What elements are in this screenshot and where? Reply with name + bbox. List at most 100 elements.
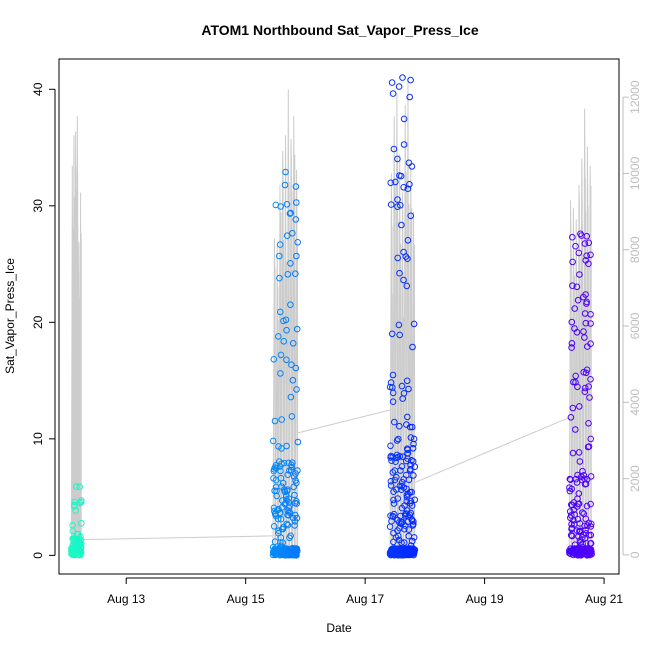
- data-point: [579, 476, 586, 484]
- data-point: [587, 251, 594, 259]
- data-point: [587, 473, 595, 480]
- x-axis: Aug 13 Aug 15 Aug 17 Aug 19 Aug 21: [107, 577, 623, 606]
- data-point: [405, 159, 413, 167]
- data-point: [567, 414, 575, 421]
- data-point: [69, 527, 77, 535]
- data-point: [409, 550, 416, 558]
- data-point: [392, 178, 399, 186]
- y-axis-label: Sat_Vapor_Press_Ice: [3, 258, 17, 374]
- data-point: [568, 501, 575, 509]
- data-point: [293, 500, 301, 507]
- data-point: [288, 413, 296, 420]
- data-point: [407, 76, 414, 84]
- data-point: [582, 257, 590, 264]
- data-point: [583, 232, 591, 240]
- data-point: [390, 496, 397, 504]
- data-point: [582, 530, 590, 537]
- data-point: [394, 196, 401, 203]
- data-point: [290, 551, 297, 559]
- data-point: [291, 491, 298, 499]
- data-point: [587, 500, 594, 508]
- data-point: [388, 330, 396, 338]
- data-point: [566, 547, 573, 555]
- data-point: [575, 449, 583, 456]
- data-point: [575, 249, 583, 257]
- data-point: [566, 484, 573, 492]
- data-point: [277, 370, 284, 377]
- data-point: [410, 440, 417, 448]
- data-point: [394, 155, 401, 163]
- data-point: [395, 532, 402, 540]
- data-point: [286, 551, 294, 559]
- data-point: [586, 550, 593, 558]
- data-point: [270, 504, 278, 512]
- data-point: [572, 545, 579, 553]
- data-point: [271, 551, 279, 559]
- altitude-connector: [414, 417, 570, 483]
- data-point: [575, 533, 582, 540]
- data-point: [293, 545, 300, 552]
- data-point: [585, 239, 593, 247]
- data-point: [581, 384, 589, 392]
- data-point: [574, 471, 581, 479]
- data-point: [396, 269, 403, 277]
- data-point: [279, 525, 287, 533]
- data-point: [75, 545, 82, 552]
- data-point: [405, 490, 412, 498]
- data-point: [403, 498, 411, 505]
- data-point: [71, 498, 78, 506]
- data-point: [569, 233, 576, 241]
- data-point: [566, 487, 574, 495]
- x-tick-label: Aug 19: [466, 592, 504, 606]
- data-point: [581, 334, 588, 341]
- y-tick-label: 0: [31, 552, 45, 559]
- data-point: [286, 210, 294, 217]
- data-point: [292, 270, 299, 278]
- data-point: [403, 546, 410, 554]
- data-point: [277, 351, 285, 359]
- data-point: [394, 516, 402, 524]
- data-point: [287, 260, 294, 267]
- data-point: [387, 482, 395, 489]
- data-point: [388, 79, 396, 86]
- data-point: [403, 282, 411, 290]
- data-point: [290, 473, 298, 480]
- data-point: [581, 388, 589, 396]
- data-point: [276, 241, 284, 248]
- data-point: [574, 383, 581, 391]
- data-point: [74, 540, 81, 548]
- data-point: [68, 550, 75, 558]
- data-point: [569, 282, 576, 290]
- data-point: [587, 523, 595, 530]
- data-point: [407, 509, 415, 517]
- data-point: [405, 526, 413, 533]
- data-point: [398, 382, 406, 390]
- data-point: [587, 340, 594, 348]
- data-point: [408, 502, 416, 509]
- data-point: [275, 333, 282, 340]
- data-point: [407, 212, 415, 220]
- data-point: [391, 418, 398, 426]
- data-point: [270, 356, 278, 363]
- data-point: [283, 232, 291, 239]
- data-point: [277, 467, 284, 475]
- data-point: [407, 461, 414, 469]
- data-point: [289, 376, 297, 384]
- data-point: [394, 203, 401, 210]
- data-point: [286, 534, 293, 542]
- data-point: [400, 390, 408, 397]
- data-point: [275, 527, 282, 535]
- data-point-max: [73, 483, 80, 490]
- data-point: [283, 356, 290, 364]
- data-point: [400, 115, 408, 123]
- y-tick-label: 20: [31, 315, 45, 329]
- data-point: [410, 534, 418, 541]
- data-point: [398, 221, 405, 229]
- data-point: [283, 326, 290, 334]
- data-point: [276, 463, 284, 470]
- data-point: [390, 538, 397, 546]
- data-point: [394, 254, 402, 262]
- data-point: [271, 487, 278, 495]
- data-point: [587, 540, 594, 547]
